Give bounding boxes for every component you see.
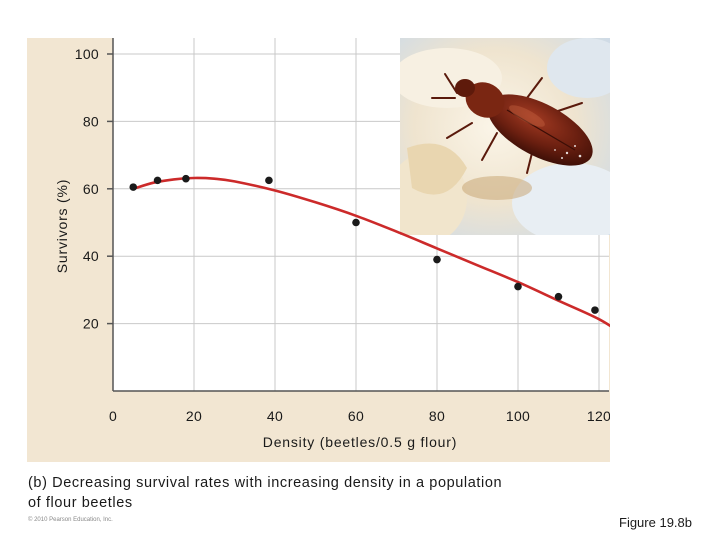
x-tick-label: 80 <box>429 408 445 424</box>
y-tick-labels: 20 40 60 80 100 <box>75 46 99 332</box>
figure-panel: 20 40 60 80 100 0 20 40 60 80 100 120 Survivors (%… <box>27 38 610 462</box>
data-point-1 <box>153 176 162 185</box>
data-point-6 <box>514 282 522 291</box>
data-point-3 <box>265 176 273 185</box>
x-tick-label: 100 <box>506 408 530 424</box>
beetle-photo <box>400 38 610 235</box>
tick-marks <box>107 53 113 325</box>
data-point-4 <box>352 218 360 227</box>
figure-label: Figure 19.8b <box>619 515 692 530</box>
x-tick-label: 0 <box>109 408 117 424</box>
x-tick-labels: 0 20 40 60 80 100 120 <box>109 408 610 424</box>
x-tick-label: 40 <box>267 408 283 424</box>
data-point-2 <box>182 174 190 183</box>
survival-chart: 20 40 60 80 100 0 20 40 60 80 100 120 Survivors (%… <box>54 38 610 450</box>
y-tick-label: 20 <box>83 316 99 332</box>
data-point-7 <box>554 292 563 301</box>
x-axis-title: Density (beetles/0.5 g flour) <box>263 434 457 450</box>
data-point-5 <box>433 255 441 264</box>
x-tick-label: 60 <box>348 408 364 424</box>
x-tick-label: 120 <box>587 408 610 424</box>
y-tick-label: 80 <box>83 113 99 129</box>
data-point-0 <box>129 183 138 191</box>
data-point-8 <box>591 306 599 314</box>
y-tick-label: 40 <box>83 248 99 264</box>
y-tick-label: 60 <box>83 181 99 197</box>
figure-caption: (b) Decreasing survival rates with incre… <box>28 475 503 511</box>
y-tick-label: 100 <box>75 46 99 62</box>
y-axis-title: Survivors (%) <box>54 179 70 273</box>
x-tick-label: 20 <box>186 408 202 424</box>
data-points <box>129 174 599 314</box>
copyright-notice: © 2010 Pearson Education, Inc. <box>28 517 113 523</box>
